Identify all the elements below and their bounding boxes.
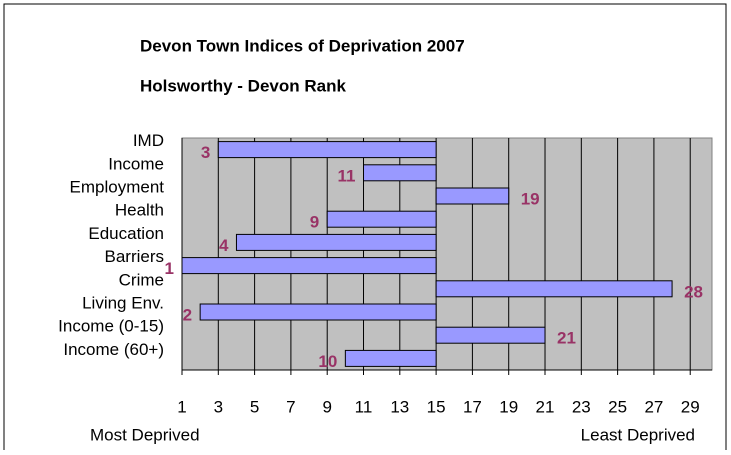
data-label: 9 (310, 213, 319, 232)
data-label: 3 (201, 143, 210, 162)
bar (344, 349, 437, 367)
y-tick-label: Health (115, 201, 164, 220)
x-tick-label: 27 (644, 397, 663, 416)
y-tick-label: Education (88, 224, 164, 243)
x-tick-label: 11 (355, 397, 373, 416)
y-tick-label: Income (0-15) (58, 317, 164, 336)
y-tick-label: Crime (119, 270, 164, 289)
data-label: 21 (557, 329, 576, 348)
bar (181, 257, 437, 275)
chart-title: Devon Town Indices of Deprivation 2007 (140, 36, 465, 55)
data-label: 2 (183, 305, 192, 324)
x-tick-label: 9 (322, 397, 331, 416)
y-tick-label: Employment (70, 177, 165, 196)
bar (435, 280, 673, 298)
x-tick-label: 17 (463, 397, 482, 416)
x-tick-label: 5 (250, 397, 259, 416)
bar (363, 164, 437, 182)
x-tick-label: 7 (286, 397, 295, 416)
x-tick-label: 13 (390, 397, 409, 416)
bar (435, 326, 546, 344)
bar (199, 303, 437, 321)
data-label: 1 (165, 259, 174, 278)
data-label: 10 (318, 352, 337, 371)
x-tick-label: 15 (427, 397, 446, 416)
data-label: 11 (338, 166, 356, 185)
y-tick-label: Income (60+) (63, 340, 164, 359)
x-label-right: Least Deprived (581, 425, 695, 444)
x-tick-label: 23 (572, 397, 591, 416)
x-tick-label: 1 (177, 397, 186, 416)
bar (235, 233, 437, 251)
x-label-left: Most Deprived (90, 425, 200, 444)
bar (435, 187, 510, 205)
y-tick-label: Income (108, 154, 164, 173)
x-tick-label: 21 (536, 397, 555, 416)
bar (326, 210, 437, 228)
x-tick-label: 25 (608, 397, 627, 416)
data-label: 4 (219, 236, 229, 255)
data-label: 19 (521, 189, 540, 208)
x-tick-label: 29 (681, 397, 700, 416)
x-tick-label: 19 (499, 397, 518, 416)
chart-subtitle: Holsworthy - Devon Rank (140, 76, 346, 95)
y-tick-label: IMD (133, 131, 164, 150)
y-tick-label: Living Env. (82, 293, 164, 312)
x-tick-label: 3 (214, 397, 223, 416)
data-label: 28 (684, 282, 703, 301)
y-tick-label: Barriers (104, 247, 164, 266)
bar (217, 141, 437, 159)
